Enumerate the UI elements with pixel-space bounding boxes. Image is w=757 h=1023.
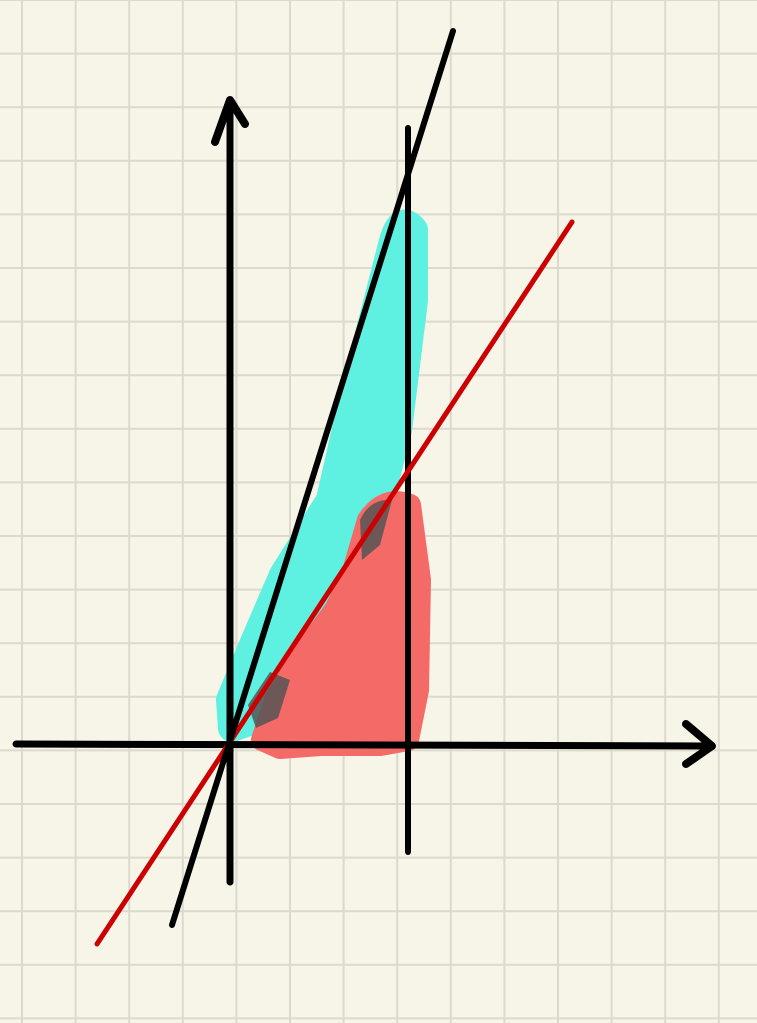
- overlap-smudge-bottom: [248, 672, 290, 728]
- overlap-smudge-top: [360, 499, 392, 560]
- x-axis-arrowhead: [682, 720, 716, 768]
- steep-line: [169, 28, 456, 928]
- x-axis: [12, 740, 716, 750]
- red-line: [94, 219, 575, 947]
- y-axis-arrowhead: [211, 96, 249, 146]
